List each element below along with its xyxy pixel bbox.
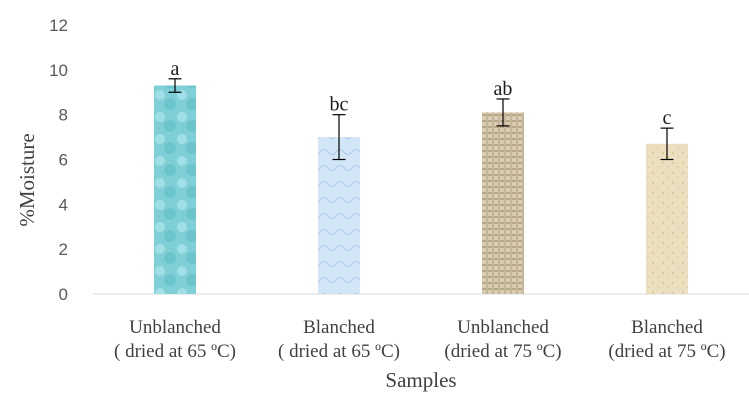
bar	[482, 112, 524, 294]
x-tick-label: (dried at 75 ºC)	[608, 341, 725, 362]
x-axis-category-labels: Unblanched ( dried at 65 ºC) Blanched ( dri…	[114, 317, 726, 362]
error-bar	[332, 114, 346, 161]
y-axis-ticks: 0 2 4 6 8 10 12	[49, 16, 68, 304]
x-tick-label: (dried at 75 ºC)	[444, 341, 561, 362]
bars	[154, 85, 688, 295]
x-tick-label: ( dried at 65 ºC)	[278, 341, 400, 362]
y-tick-label: 12	[49, 16, 68, 35]
bar	[646, 143, 688, 294]
x-tick-label: Blanched	[303, 317, 375, 338]
significance-label: ab	[494, 78, 513, 100]
x-tick-label: ( dried at 65 ºC)	[114, 341, 236, 362]
significance-label: c	[663, 107, 672, 129]
x-tick-label: Blanched	[631, 317, 703, 338]
y-tick-label: 0	[59, 285, 68, 304]
x-tick-label: Unblanched	[129, 317, 221, 338]
significance-label: bc	[330, 94, 349, 116]
y-tick-label: 10	[49, 61, 68, 80]
significance-label: a	[171, 58, 180, 80]
y-tick-label: 6	[59, 151, 68, 170]
y-tick-label: 4	[59, 195, 68, 214]
bar	[154, 85, 196, 295]
x-tick-label: Unblanched	[457, 317, 549, 338]
error-bar	[168, 78, 182, 93]
error-bar	[496, 98, 510, 127]
y-axis-title: %Moisture	[15, 133, 39, 226]
y-tick-label: 2	[59, 240, 68, 259]
x-axis-title: Samples	[385, 368, 456, 392]
bar	[318, 137, 360, 294]
error-bar	[660, 127, 674, 161]
error-bars	[168, 78, 674, 161]
y-tick-label: 8	[59, 106, 68, 125]
